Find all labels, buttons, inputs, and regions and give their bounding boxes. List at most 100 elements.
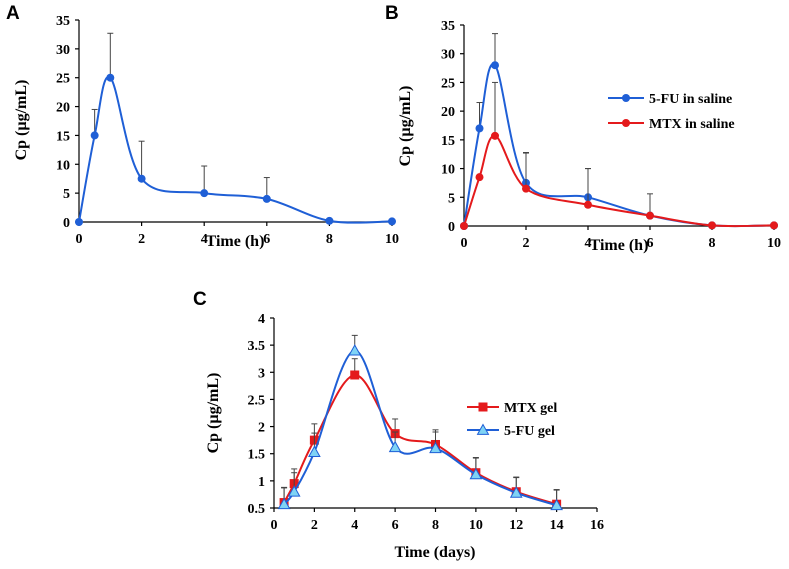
y-tick-label: 0 xyxy=(63,216,70,231)
y-tick-label: 2.5 xyxy=(248,393,266,408)
y-tick-label: 3.5 xyxy=(248,339,266,354)
y-axis-title: Cp (µg/mL) xyxy=(397,86,414,167)
series-line xyxy=(283,349,557,507)
panel-b: B 0 5 10 15 20 25 30 35 0 2 4 6 8 10 Time (h) Cp (µg/mL)… xyxy=(385,3,781,254)
data-point xyxy=(646,211,654,220)
x-axis-title: Time (h) xyxy=(206,233,265,250)
legend-marker xyxy=(622,94,630,102)
panel-letter: A xyxy=(6,3,20,24)
x-tick-label: 2 xyxy=(138,232,145,247)
data-point xyxy=(106,73,115,82)
series-mtx-in-saline xyxy=(460,81,778,230)
data-point xyxy=(262,194,271,203)
x-tick-label: 0 xyxy=(271,518,278,533)
x-tick-label: 10 xyxy=(385,232,399,247)
legend-label: 5-FU gel xyxy=(504,424,555,439)
panel-c: C 0.5 1 1.5 2 2.5 3 3.5 4 0 2 4 6 8 10 12 14 16 Time (days… xyxy=(193,289,604,561)
y-axis-title: Cp (µg/mL) xyxy=(205,373,222,454)
y-tick-label: 15 xyxy=(56,129,70,144)
x-tick-label: 6 xyxy=(392,518,399,533)
data-point xyxy=(460,222,468,230)
data-point xyxy=(388,440,402,453)
legend: MTX gel 5-FU gel xyxy=(467,401,557,439)
legend-marker xyxy=(478,402,488,412)
legend-label: MTX gel xyxy=(504,401,557,416)
x-tick-label: 8 xyxy=(432,518,439,533)
legend-label: MTX in saline xyxy=(649,117,735,132)
y-tick-label: 2 xyxy=(258,421,265,436)
x-tick-label: 2 xyxy=(311,518,318,533)
x-tick-label: 4 xyxy=(585,236,592,251)
x-tick-label: 8 xyxy=(326,232,333,247)
x-axis-title: Time (days) xyxy=(394,544,475,561)
series-line xyxy=(283,373,557,506)
x-tick-label: 12 xyxy=(509,518,523,533)
y-tick-label: 30 xyxy=(56,43,70,58)
y-tick-label: 35 xyxy=(56,14,70,29)
data-point xyxy=(509,486,523,498)
x-tick-label: 14 xyxy=(550,518,564,533)
data-point xyxy=(708,221,716,230)
series-line xyxy=(463,63,775,228)
series-5-fu xyxy=(75,32,396,226)
series-line xyxy=(463,134,775,228)
y-tick-label: 25 xyxy=(441,76,455,91)
data-point xyxy=(429,441,442,454)
data-point xyxy=(388,217,396,226)
y-tick-label: 25 xyxy=(56,72,70,87)
y-tick-label: 1.5 xyxy=(248,448,266,463)
data-point xyxy=(137,174,146,183)
y-tick-label: 10 xyxy=(56,158,70,173)
legend-marker xyxy=(476,423,490,435)
y-tick-label: 4 xyxy=(258,312,265,327)
data-point xyxy=(350,370,360,380)
x-tick-label: 6 xyxy=(263,232,270,247)
y-tick-label: 5 xyxy=(63,187,70,202)
data-point xyxy=(584,200,592,209)
y-tick-label: 20 xyxy=(56,101,70,116)
legend: 5-FU in saline MTX in saline xyxy=(608,92,735,132)
y-tick-label: 10 xyxy=(441,163,455,178)
y-tick-label: 30 xyxy=(441,48,455,63)
x-tick-label: 10 xyxy=(469,518,483,533)
data-point xyxy=(277,497,291,510)
panel-letter: B xyxy=(385,3,399,24)
y-tick-label: 20 xyxy=(441,105,455,120)
x-tick-label: 8 xyxy=(709,236,716,251)
panel-letter: C xyxy=(193,289,207,310)
data-point xyxy=(770,221,778,230)
series-line xyxy=(78,75,393,224)
y-tick-label: 35 xyxy=(441,19,455,34)
x-axis-title: Time (h) xyxy=(590,237,649,254)
data-point xyxy=(469,467,483,480)
x-tick-label: 16 xyxy=(590,518,604,533)
legend-marker xyxy=(622,119,630,127)
data-point xyxy=(325,216,334,225)
data-point xyxy=(491,61,499,70)
y-tick-label: 15 xyxy=(441,134,455,149)
y-axis-title: Cp (µg/mL) xyxy=(13,80,30,161)
x-tick-label: 10 xyxy=(767,236,781,251)
panel-a: A 0 5 10 15 20 25 30 35 0 2 4 6 8 10 Time (h) Cp (µg/mL) xyxy=(6,3,399,250)
x-tick-label: 4 xyxy=(201,232,208,247)
y-tick-label: 0.5 xyxy=(248,502,266,517)
x-tick-label: 2 xyxy=(523,236,530,251)
x-tick-label: 0 xyxy=(461,236,468,251)
y-tick-label: 0 xyxy=(448,220,455,235)
y-tick-label: 5 xyxy=(448,191,455,206)
x-tick-label: 4 xyxy=(351,518,358,533)
x-tick-label: 6 xyxy=(647,236,654,251)
data-point xyxy=(75,218,83,226)
data-point xyxy=(522,184,530,193)
data-point xyxy=(200,189,209,198)
series-5-fu-gel xyxy=(277,334,563,511)
data-point xyxy=(90,131,99,140)
x-tick-label: 0 xyxy=(76,232,83,247)
data-point xyxy=(550,498,563,511)
data-point xyxy=(348,344,362,356)
y-tick-label: 3 xyxy=(258,366,265,381)
data-point xyxy=(475,124,484,133)
data-point xyxy=(491,131,499,140)
data-point xyxy=(287,485,301,497)
